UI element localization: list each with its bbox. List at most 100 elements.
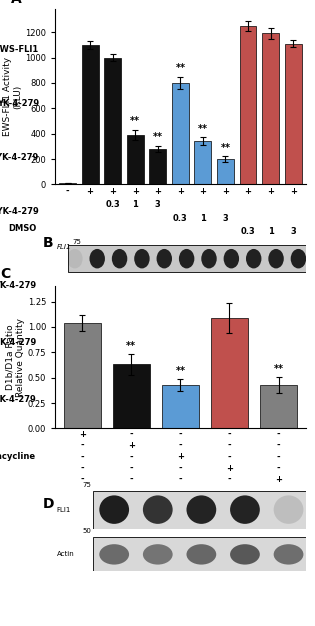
- Text: +: +: [199, 187, 206, 196]
- Bar: [162, 385, 199, 428]
- Bar: [113, 364, 150, 428]
- Ellipse shape: [67, 249, 83, 269]
- Text: -: -: [80, 464, 84, 473]
- Text: +: +: [79, 429, 86, 439]
- Text: 75: 75: [72, 239, 81, 245]
- Ellipse shape: [186, 495, 216, 524]
- Bar: [262, 33, 279, 185]
- Text: -: -: [277, 429, 280, 439]
- Bar: [127, 135, 144, 185]
- Text: -: -: [80, 475, 84, 484]
- Text: YK-4-279: YK-4-279: [0, 99, 39, 108]
- Ellipse shape: [201, 249, 217, 269]
- Text: **: **: [175, 366, 185, 376]
- Ellipse shape: [186, 544, 216, 565]
- Bar: [285, 44, 301, 185]
- Text: -: -: [179, 464, 182, 473]
- Text: (R)-YK-4-279: (R)-YK-4-279: [0, 207, 39, 216]
- Text: Actin: Actin: [57, 552, 74, 557]
- Text: **: **: [198, 124, 208, 134]
- Text: **: **: [273, 364, 284, 374]
- Ellipse shape: [134, 249, 150, 269]
- Text: 0.3: 0.3: [105, 200, 120, 209]
- Text: -: -: [129, 475, 133, 484]
- Ellipse shape: [291, 249, 306, 269]
- Bar: [149, 149, 166, 185]
- Ellipse shape: [179, 249, 194, 269]
- Text: +: +: [154, 187, 161, 196]
- Text: 3: 3: [223, 213, 228, 223]
- Text: +: +: [177, 187, 184, 196]
- Text: -: -: [277, 453, 280, 461]
- FancyBboxPatch shape: [68, 245, 306, 272]
- Text: +: +: [267, 187, 274, 196]
- Text: 75: 75: [83, 482, 91, 488]
- Text: -: -: [179, 429, 182, 439]
- Ellipse shape: [143, 495, 173, 524]
- Bar: [59, 183, 76, 185]
- Text: **: **: [153, 132, 163, 142]
- Text: (S)-YK-4-279: (S)-YK-4-279: [0, 153, 39, 162]
- FancyBboxPatch shape: [93, 491, 306, 530]
- Text: B: B: [43, 237, 53, 250]
- Text: 1: 1: [268, 227, 273, 236]
- Text: +: +: [244, 187, 251, 196]
- Bar: [217, 159, 234, 185]
- Ellipse shape: [143, 544, 173, 565]
- Text: 3: 3: [290, 227, 296, 236]
- Bar: [194, 141, 211, 185]
- Text: -: -: [277, 441, 280, 450]
- Bar: [260, 385, 297, 428]
- Text: D: D: [43, 497, 54, 511]
- Text: -: -: [129, 453, 133, 461]
- Text: FLI1: FLI1: [57, 244, 71, 250]
- Text: +: +: [109, 187, 116, 196]
- Text: **: **: [126, 341, 136, 351]
- Text: 3: 3: [155, 200, 161, 209]
- Text: -: -: [129, 464, 133, 473]
- Text: DMSO: DMSO: [8, 224, 36, 233]
- Text: +: +: [132, 187, 139, 196]
- Bar: [211, 318, 248, 428]
- Text: -: -: [228, 453, 231, 461]
- Text: +: +: [289, 187, 297, 196]
- Text: -: -: [80, 441, 84, 450]
- Text: 1: 1: [200, 213, 206, 223]
- Text: (R)-YK-4-279: (R)-YK-4-279: [0, 396, 36, 404]
- Text: tetracycline: tetracycline: [0, 453, 36, 461]
- Text: -: -: [179, 475, 182, 484]
- Text: 1: 1: [132, 200, 138, 209]
- Y-axis label: D1b/D1a Ratio
Relative Quantity: D1b/D1a Ratio Relative Quantity: [5, 318, 25, 397]
- Text: -: -: [228, 429, 231, 439]
- Text: FLI1: FLI1: [57, 508, 71, 513]
- Ellipse shape: [274, 495, 303, 524]
- Bar: [240, 26, 256, 185]
- Ellipse shape: [224, 249, 239, 269]
- Text: +: +: [222, 187, 229, 196]
- Text: 0.3: 0.3: [241, 227, 255, 236]
- FancyBboxPatch shape: [93, 537, 306, 572]
- Ellipse shape: [89, 249, 105, 269]
- Bar: [104, 58, 121, 185]
- Text: **: **: [220, 143, 231, 153]
- Text: 50: 50: [83, 528, 91, 534]
- Text: -: -: [228, 475, 231, 484]
- Text: -: -: [66, 187, 69, 196]
- Ellipse shape: [157, 249, 172, 269]
- Text: (S)-YK-4-279: (S)-YK-4-279: [0, 339, 36, 347]
- Ellipse shape: [230, 544, 260, 565]
- Text: +: +: [275, 475, 282, 484]
- Ellipse shape: [230, 495, 260, 524]
- Text: **: **: [175, 63, 185, 73]
- Text: -: -: [80, 453, 84, 461]
- Ellipse shape: [274, 544, 303, 565]
- Text: A: A: [11, 0, 22, 6]
- Text: YK-4-279: YK-4-279: [0, 282, 36, 290]
- Text: +: +: [128, 441, 135, 450]
- Text: -: -: [228, 441, 231, 450]
- Bar: [82, 45, 99, 185]
- Text: -: -: [277, 464, 280, 473]
- Bar: [172, 83, 189, 185]
- Ellipse shape: [99, 544, 129, 565]
- Text: 0.3: 0.3: [173, 213, 188, 223]
